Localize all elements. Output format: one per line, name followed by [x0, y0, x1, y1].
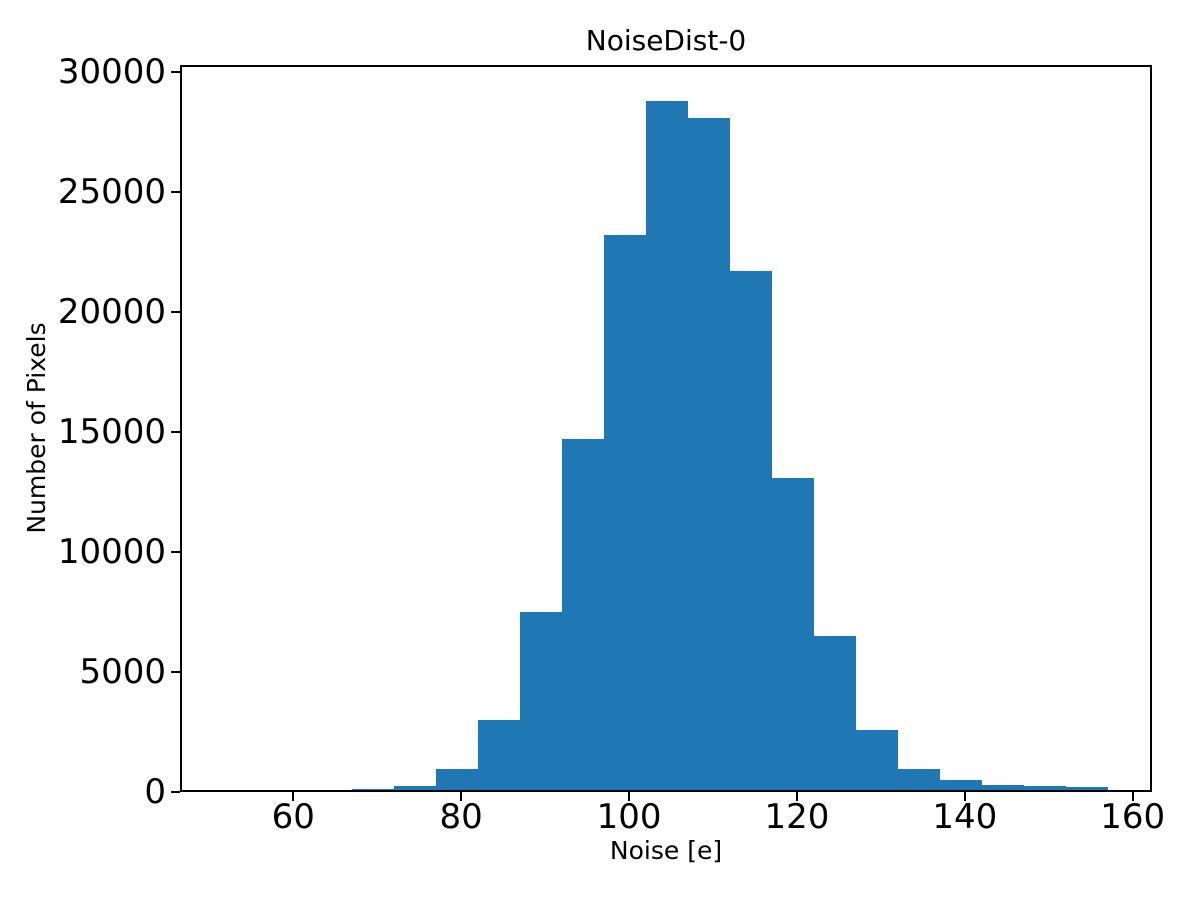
histogram-bar — [856, 730, 898, 792]
x-tick-mark — [628, 792, 631, 801]
y-axis-label: Number of Pixels — [22, 322, 51, 534]
histogram-bar — [352, 789, 394, 792]
histogram-bar — [1024, 786, 1066, 792]
y-tick-mark — [171, 671, 180, 674]
histogram-bar — [478, 720, 520, 792]
y-tick-label: 25000 — [57, 172, 166, 213]
histogram-bar — [982, 785, 1024, 792]
y-tick-mark — [171, 431, 180, 434]
y-tick-label: 0 — [144, 772, 166, 812]
x-tick-mark — [460, 792, 463, 801]
x-tick-mark — [795, 792, 798, 801]
y-tick-label: 10000 — [57, 532, 166, 573]
chart-title: NoiseDist-0 — [585, 24, 747, 57]
histogram-bar — [436, 769, 478, 792]
y-tick-label: 15000 — [57, 412, 166, 453]
y-tick-mark — [171, 191, 180, 194]
y-tick-mark — [171, 791, 180, 793]
y-tick-mark — [171, 311, 180, 314]
x-tick-label: 160 — [1100, 797, 1166, 837]
x-axis-label: Noise [e] — [609, 836, 723, 865]
y-tick-label: 5000 — [79, 652, 166, 693]
y-tick-label: 30000 — [57, 52, 166, 93]
histogram-bar — [604, 235, 646, 792]
histogram-bar — [1066, 787, 1108, 792]
x-tick-label: 60 — [271, 797, 315, 837]
histogram-bar — [898, 769, 940, 792]
histogram-bar — [562, 439, 604, 792]
x-tick-label: 140 — [932, 797, 998, 837]
x-tick-mark — [292, 792, 295, 801]
x-tick-label: 100 — [596, 797, 662, 837]
histogram-bar — [520, 612, 562, 792]
histogram-bar — [772, 478, 814, 792]
histogram-bar — [814, 636, 856, 792]
histogram-bar — [394, 786, 436, 792]
x-tick-mark — [1131, 792, 1134, 801]
x-tick-mark — [963, 792, 966, 801]
histogram-bar — [310, 790, 352, 792]
plot-area — [180, 65, 1152, 792]
y-tick-label: 20000 — [57, 292, 166, 333]
histogram-bar — [940, 780, 982, 792]
histogram-bar — [646, 101, 688, 792]
x-tick-label: 120 — [764, 797, 830, 837]
x-tick-label: 80 — [439, 797, 483, 837]
y-tick-mark — [171, 71, 180, 74]
y-tick-mark — [171, 551, 180, 554]
histogram-bar — [730, 271, 772, 792]
histogram-bar — [688, 118, 730, 792]
